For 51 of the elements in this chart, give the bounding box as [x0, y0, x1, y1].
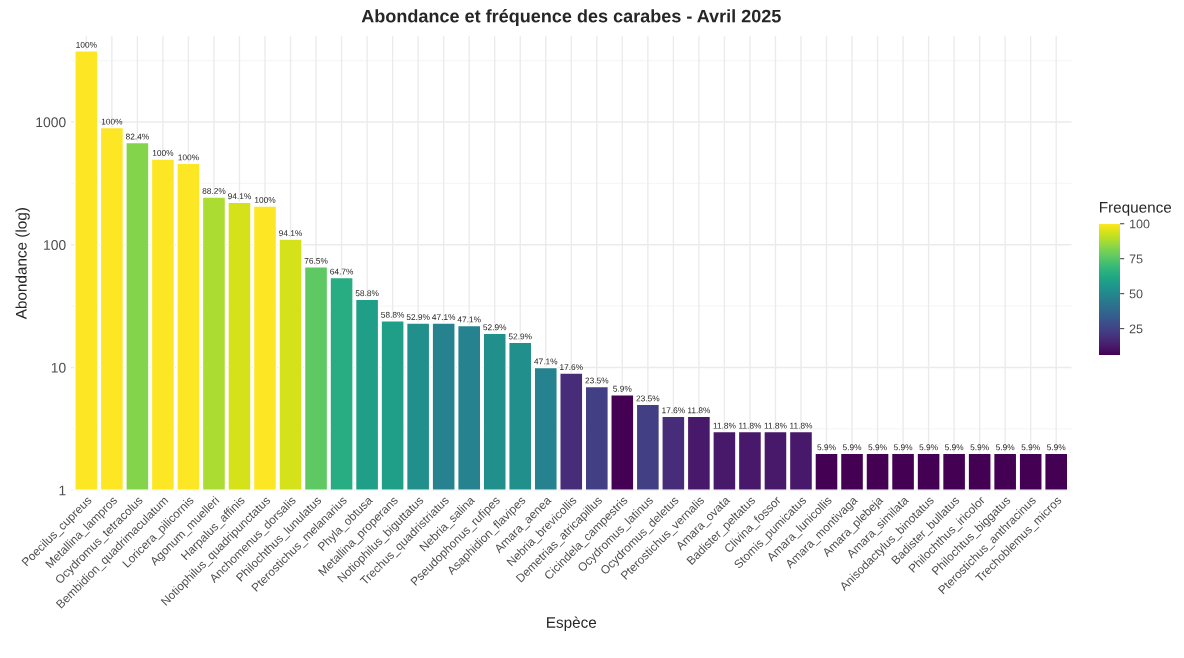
x-axis-title: Espèce: [547, 616, 597, 631]
annotation: 82.4%: [125, 133, 149, 140]
annotation: 23.5%: [585, 377, 609, 384]
annotation: 76.5%: [304, 257, 328, 264]
annotation: 58.8%: [381, 311, 405, 318]
annotation: 100%: [152, 150, 174, 156]
annotation: 47.1%: [432, 314, 456, 320]
annotation: 17.6%: [560, 364, 583, 371]
color-bar-label: 50: [1129, 289, 1143, 299]
annotation: 11.8%: [713, 422, 736, 429]
chart-title: Abondance et fréquence des carabes - Avril 2025: [361, 9, 781, 27]
annotation: 52.9%: [406, 314, 430, 321]
annotation: 5.9%: [817, 444, 836, 451]
y-tick-label: 1: [59, 485, 66, 496]
color-bar-label: 25: [1129, 324, 1143, 334]
annotation: 100%: [254, 197, 276, 203]
annotation: 88.2%: [202, 188, 226, 194]
annotation: 5.9%: [613, 385, 632, 392]
annotation: 5.9%: [868, 444, 887, 451]
annotation: 52.9%: [508, 333, 532, 340]
annotation: 58.8%: [355, 290, 379, 297]
color-bar-label: 100: [1130, 219, 1150, 229]
annotation: 94.1%: [279, 230, 303, 237]
annotation: 5.9%: [1021, 444, 1040, 451]
annotation: 94.1%: [228, 193, 252, 200]
color-bar-label: 75: [1129, 254, 1143, 264]
annotation: 5.9%: [944, 444, 964, 451]
annotation: 23.5%: [636, 395, 660, 402]
annotation: 11.8%: [688, 407, 711, 414]
annotation: 11.8%: [790, 422, 813, 429]
y-tick-label: 1000: [36, 117, 66, 128]
annotation: 100%: [178, 154, 199, 161]
annotation: 5.9%: [893, 444, 913, 451]
annotation: 5.9%: [1047, 444, 1066, 451]
annotation: 5.9%: [970, 444, 989, 451]
y-tick-label: 100: [44, 240, 66, 250]
annotation: 47.1%: [457, 316, 481, 323]
color-bar-title: Frequence: [1100, 202, 1172, 216]
annotation: 11.8%: [739, 422, 762, 429]
y-tick-label: 10: [51, 362, 66, 373]
annotation: 5.9%: [996, 444, 1015, 451]
annotation: 64.7%: [330, 268, 354, 275]
annotation: 47.1%: [534, 358, 558, 365]
y-axis-title: Abondance (log): [15, 208, 30, 320]
annotation: 5.9%: [842, 444, 862, 451]
annotation: 52.9%: [483, 324, 507, 331]
annotation: 11.8%: [764, 422, 787, 429]
annotation: 17.6%: [662, 407, 685, 414]
annotation: 100%: [101, 118, 123, 125]
annotation: 5.9%: [919, 444, 938, 451]
annotation: 100%: [76, 41, 97, 48]
